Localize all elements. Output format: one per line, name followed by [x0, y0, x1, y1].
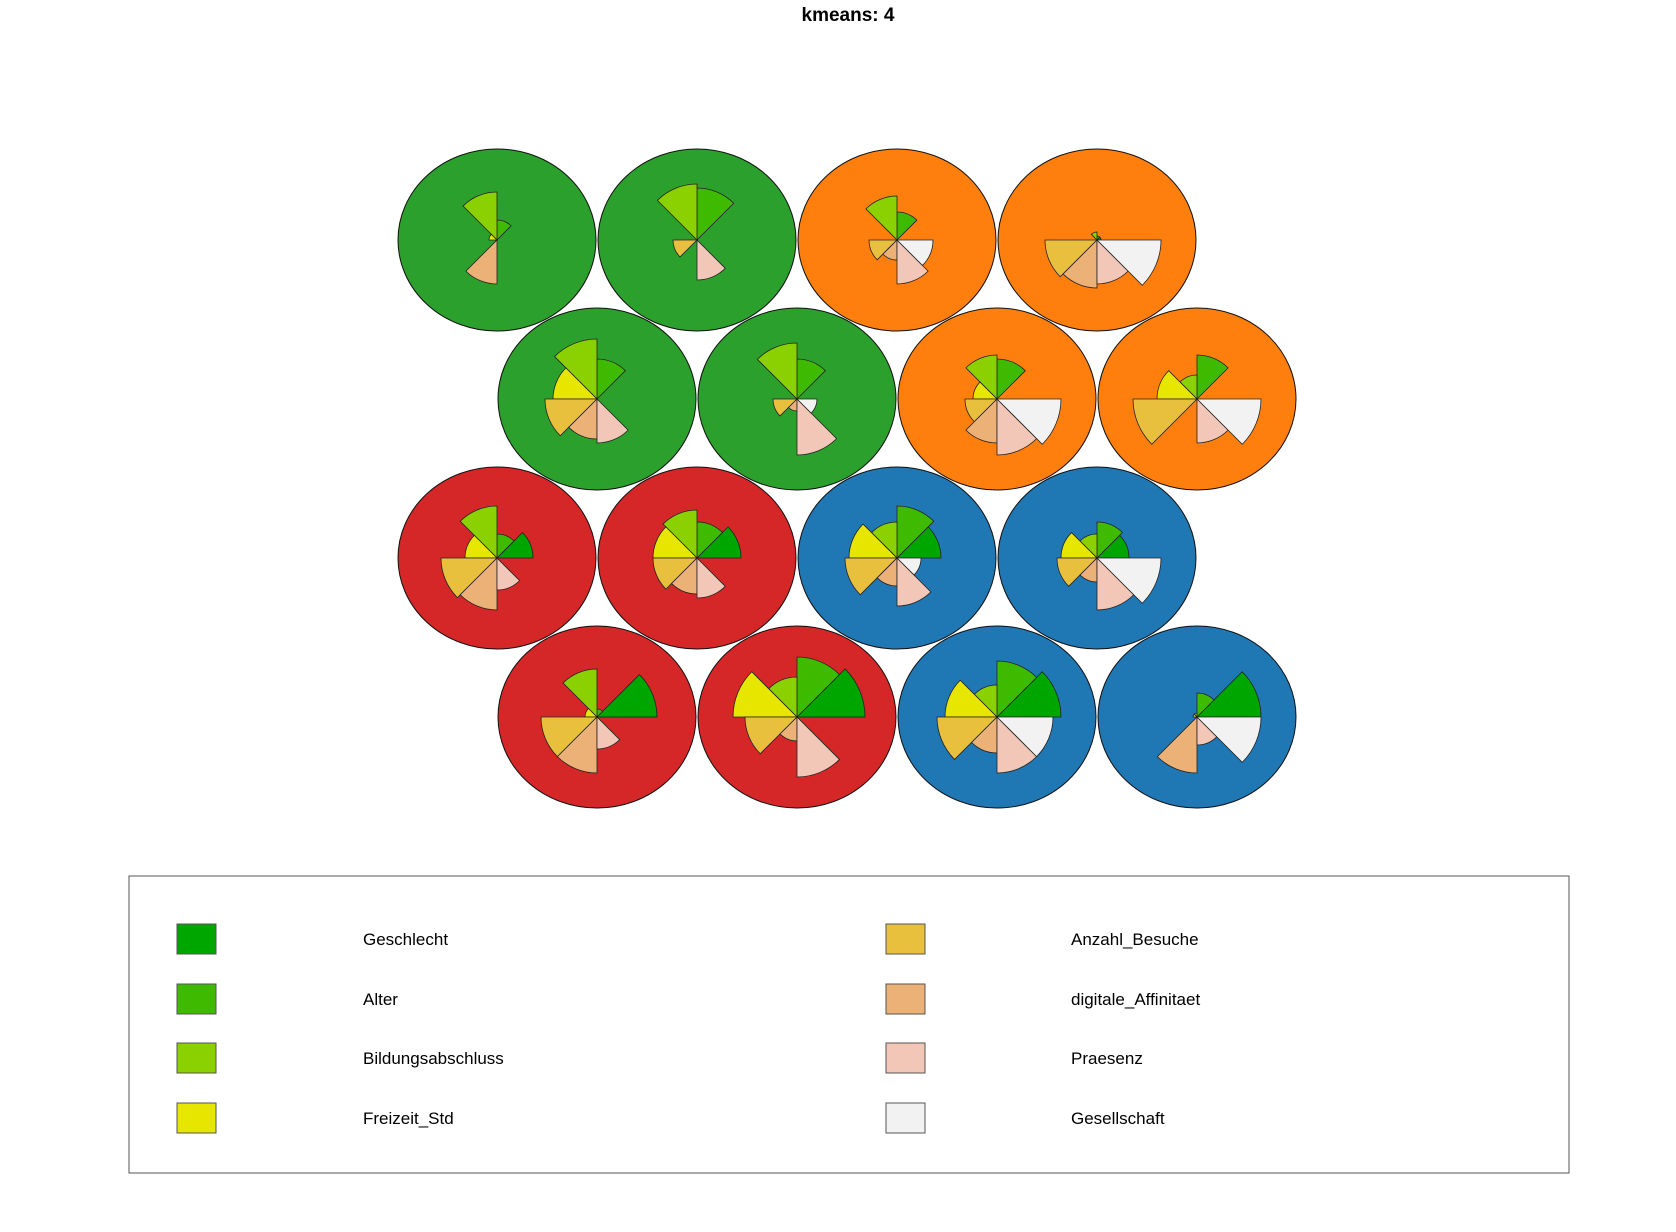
som-unit [1097, 307, 1297, 491]
segment-praesenz [696, 557, 726, 599]
legend-swatch [885, 923, 926, 955]
som-units [397, 148, 1297, 809]
legend-swatch [885, 983, 926, 1015]
segment-alter [996, 660, 1038, 718]
som-unit [597, 466, 797, 650]
legend-swatch [176, 983, 217, 1015]
segment-anzahl_besuche [672, 239, 698, 258]
segment-alter [1096, 521, 1124, 559]
segment-anzahl_besuche [1044, 239, 1098, 278]
segment-praesenz [596, 716, 621, 750]
som-unit [797, 466, 997, 650]
segment-praesenz [896, 557, 932, 607]
chart-title: kmeans: 4 [802, 5, 895, 26]
segment-gesellschaft [896, 557, 922, 576]
segment-gesellschaft [796, 398, 818, 414]
segment-gesellschaft [1096, 557, 1162, 604]
legend-swatch [176, 1042, 217, 1074]
segment-anzahl_besuche [936, 716, 998, 760]
segment-geschlecht [696, 526, 742, 559]
som-unit [1097, 625, 1297, 809]
segment-bildungsabschluss [662, 509, 698, 559]
segment-bildungsabschluss [865, 195, 898, 241]
segment-geschlecht [496, 531, 534, 559]
segment-praesenz [696, 239, 726, 281]
som-unit [397, 148, 597, 332]
segment-freizeit_std [1192, 713, 1198, 718]
som-unit [897, 625, 1097, 809]
segment-bildungsabschluss [554, 338, 598, 400]
segment-digitale_affinitaet [459, 557, 498, 611]
legend-label: Alter [363, 990, 398, 1009]
legend-label: Praesenz [1071, 1049, 1143, 1068]
segment-praesenz [596, 398, 629, 444]
segment-gesellschaft [996, 716, 1054, 758]
segment-alter [896, 505, 935, 559]
segment-freizeit_std [732, 671, 798, 718]
segment-anzahl_besuche [868, 239, 898, 261]
segment-geschlecht [596, 674, 658, 718]
legend-label: Geschlecht [363, 930, 448, 949]
segment-bildungsabschluss [656, 183, 698, 241]
segment-praesenz [796, 716, 840, 778]
segment-digitale_affinitaet [1062, 239, 1098, 289]
legend-box [128, 875, 1570, 1174]
som-unit [497, 625, 697, 809]
legend-swatch [176, 923, 217, 955]
legend-label: Freizeit_Std [363, 1109, 454, 1128]
segment-digitale_affinitaet [556, 716, 598, 774]
segment-bildungsabschluss [965, 354, 998, 400]
legend-label: Anzahl_Besuche [1071, 930, 1199, 949]
som-unit [497, 307, 697, 491]
segment-anzahl_besuche [772, 398, 798, 417]
segment-anzahl_besuche [744, 716, 798, 755]
segment-alter [796, 656, 840, 718]
segment-praesenz [496, 557, 521, 591]
segment-digitale_affinitaet [1156, 716, 1198, 774]
segment-bildungsabschluss [459, 505, 498, 559]
segment-gesellschaft [896, 239, 934, 267]
segment-gesellschaft [996, 398, 1062, 445]
segment-freizeit_std [488, 233, 498, 241]
segment-praesenz [796, 398, 838, 456]
segment-anzahl_besuche [544, 398, 598, 437]
segment-anzahl_besuche [1056, 557, 1098, 587]
segment-bildungsabschluss [462, 191, 498, 241]
legend-swatch [885, 1042, 926, 1074]
segment-bildungsabschluss [756, 342, 798, 400]
segment-anzahl_besuche [844, 557, 898, 596]
legend-label: Bildungsabschluss [363, 1049, 504, 1068]
som-unit [997, 148, 1197, 332]
som-unit [397, 466, 597, 650]
segment-alter [1196, 692, 1215, 718]
segment-bildungsabschluss [562, 668, 598, 718]
segment-geschlecht [996, 671, 1062, 718]
segment-anzahl_besuche [652, 557, 698, 590]
segment-gesellschaft [1096, 239, 1162, 286]
som-unit [997, 466, 1197, 650]
som-unit [597, 148, 797, 332]
legend: Geschlecht Alter Bildungsabschluss Freizeit… [176, 923, 1200, 1134]
segment-geschlecht [796, 668, 866, 718]
segment-anzahl_besuche [440, 557, 498, 599]
segment-alter [1196, 354, 1229, 400]
legend-label: Gesellschaft [1071, 1109, 1165, 1128]
legend-label: digitale_Affinitaet [1071, 990, 1200, 1009]
segment-gesellschaft [1196, 398, 1262, 445]
segment-anzahl_besuche [1132, 398, 1198, 445]
legend-swatch [176, 1102, 217, 1134]
som-unit [897, 307, 1097, 491]
segment-bildungsabschluss [1090, 231, 1098, 241]
som-unit [797, 148, 997, 332]
segment-digitale_affinitaet [465, 239, 498, 285]
som-unit [697, 625, 897, 809]
segment-gesellschaft [1196, 716, 1262, 763]
legend-swatch [885, 1102, 926, 1134]
som-unit [697, 307, 897, 491]
segment-praesenz [896, 239, 929, 285]
